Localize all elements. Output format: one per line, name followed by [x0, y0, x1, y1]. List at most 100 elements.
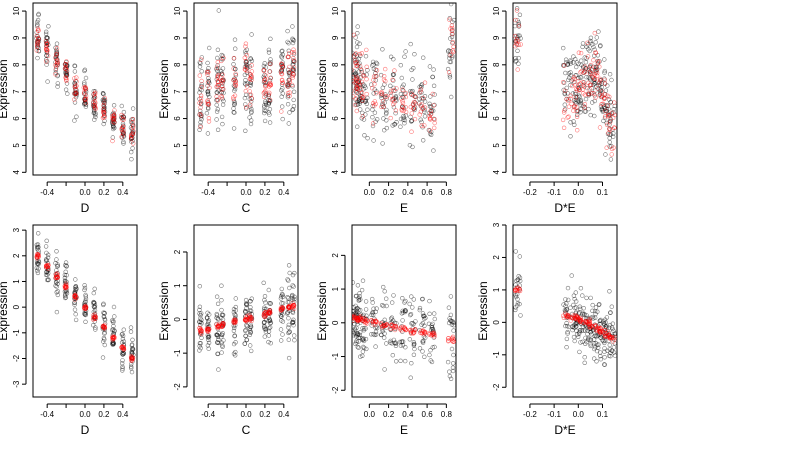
data-point [573, 290, 578, 295]
data-point [569, 83, 575, 89]
data-point [199, 84, 205, 90]
data-point [242, 341, 248, 346]
data-point [561, 110, 567, 115]
data-point [582, 69, 588, 75]
data-point [354, 44, 360, 50]
data-point [292, 296, 297, 302]
y-tick-label: 2 [492, 255, 501, 260]
data-point [285, 39, 290, 45]
data-point [447, 316, 452, 321]
data-point [363, 299, 369, 304]
data-point [244, 306, 249, 311]
data-point [231, 351, 237, 356]
data-point [591, 57, 596, 63]
data-point [432, 92, 437, 97]
data-point [63, 87, 69, 92]
data-point [205, 80, 211, 85]
data-point [121, 109, 127, 115]
y-tick-label: 7 [173, 89, 182, 94]
data-point [611, 345, 617, 350]
data-point [232, 88, 237, 93]
data-point [399, 339, 405, 344]
data-point [451, 320, 456, 326]
data-point [565, 331, 570, 336]
data-point [408, 375, 413, 380]
data-point [430, 74, 435, 80]
data-point [55, 262, 60, 267]
data-point [353, 327, 358, 332]
data-point [513, 249, 518, 254]
data-point [243, 333, 248, 339]
data-point [63, 260, 69, 265]
data-point [198, 105, 203, 110]
data-point [199, 82, 205, 87]
data-point [576, 50, 582, 55]
y-tick-label: 10 [12, 6, 21, 15]
data-point [35, 38, 40, 44]
data-point [371, 322, 376, 327]
y-tick-label: 1 [173, 283, 182, 288]
data-point [582, 328, 588, 333]
data-point [572, 76, 577, 82]
data-point [449, 23, 455, 28]
data-point [428, 94, 433, 99]
data-point [287, 110, 292, 115]
data-point [82, 283, 87, 288]
data-point [421, 95, 426, 101]
data-point [268, 341, 273, 346]
data-point [290, 107, 296, 112]
data-point [602, 349, 607, 354]
data-point [249, 58, 255, 63]
data-point [431, 148, 436, 153]
data-point [280, 292, 285, 297]
data-point [585, 40, 590, 45]
y-tick-label: 0 [331, 320, 340, 325]
data-point [44, 238, 49, 244]
data-point [517, 254, 522, 259]
data-point [421, 313, 426, 318]
data-point [110, 337, 115, 343]
data-point [561, 315, 567, 320]
data-point [110, 138, 115, 144]
data-point [248, 72, 254, 77]
data-point [63, 62, 69, 67]
data-point [360, 337, 365, 343]
data-point [285, 295, 290, 300]
data-point [130, 125, 136, 131]
data-point [362, 83, 367, 89]
data-point [198, 341, 203, 346]
data-point [233, 304, 239, 310]
data-point [576, 61, 581, 67]
data-point [43, 263, 49, 269]
data-point [231, 126, 237, 131]
data-point [568, 72, 573, 78]
data-point [290, 37, 296, 43]
data-point [45, 53, 51, 58]
data-point [120, 333, 126, 339]
data-point [603, 108, 608, 114]
data-point [373, 322, 378, 327]
data-point [411, 106, 417, 111]
data-point [111, 112, 117, 118]
data-point [44, 59, 49, 64]
data-point [611, 100, 617, 105]
data-point [54, 249, 59, 254]
data-point [393, 108, 399, 113]
data-point [403, 358, 408, 364]
data-point [292, 270, 297, 276]
data-point [62, 272, 68, 278]
data-point [219, 307, 224, 313]
data-point [363, 307, 369, 312]
data-point [358, 96, 364, 101]
data-point [449, 31, 455, 37]
data-point [374, 90, 379, 96]
data-point [357, 101, 363, 106]
y-tick-label: 9 [173, 35, 182, 40]
data-point [93, 100, 98, 106]
data-point [249, 69, 255, 74]
data-point [602, 57, 607, 62]
data-point [352, 333, 356, 338]
data-point [513, 44, 518, 49]
data-point [267, 84, 272, 89]
data-point [285, 28, 290, 34]
